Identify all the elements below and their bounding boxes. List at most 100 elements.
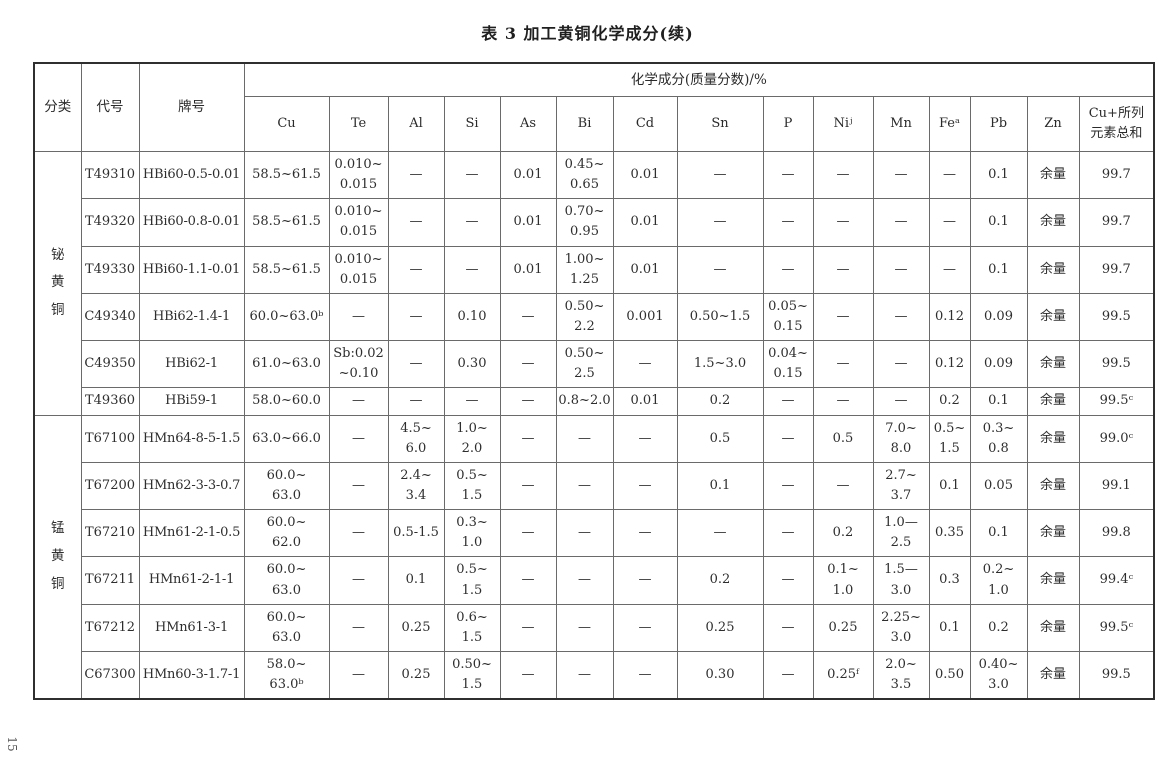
value-cell: 0.10 — [443, 292, 501, 342]
page-number: 15 — [5, 736, 19, 752]
value-cell: — — [555, 414, 614, 463]
table-row: 铋黄铜 T49310 HBi60-0.5-0.01 58.5~61.5 0.010~ 0… — [33, 150, 1155, 416]
value-cell: 0.50 — [928, 650, 971, 700]
value-cell: — — [812, 150, 874, 200]
value-cell: — — [676, 198, 764, 247]
value-cell: 58.0~60.0 — [243, 387, 330, 416]
code-cell: T67200 — [80, 461, 140, 511]
header-category: 分类 — [33, 62, 82, 152]
value-cell: 0.1 — [928, 461, 971, 511]
header-element-cu: Cu — [243, 96, 330, 152]
value-cell: 0.25 — [387, 603, 445, 652]
value-cell: 1.00~ 1.25 — [555, 245, 614, 294]
code-cell: T49330 — [80, 245, 140, 294]
value-cell: 0.010~ 0.015 — [328, 198, 389, 247]
value-cell: 0.010~ 0.015 — [328, 150, 389, 200]
grade-cell: HBi62-1 — [138, 340, 245, 389]
value-cell: 2.4~ 3.4 — [387, 461, 445, 511]
value-cell: 99.4ᶜ — [1078, 556, 1155, 605]
value-cell: 0.01 — [612, 198, 678, 247]
page-title: 表 3 加工黄铜化学成分(续) — [481, 24, 694, 43]
value-cell: — — [676, 150, 764, 200]
value-cell: 58.5~61.5 — [243, 150, 330, 200]
value-cell: — — [928, 150, 971, 200]
value-cell: — — [443, 387, 501, 416]
grade-cell: HBi60-0.5-0.01 — [138, 150, 245, 200]
value-cell: 0.1 — [969, 150, 1028, 200]
header-element-p: P — [762, 96, 814, 152]
value-cell: 0.1 — [969, 245, 1028, 294]
value-cell: 0.001 — [612, 292, 678, 342]
value-cell: 0.1 — [969, 509, 1028, 558]
value-cell: 0.25 — [812, 603, 874, 652]
table-row: T49330 HBi60-1.1-0.01 58.5~61.5 0.010~ 0.01… — [34, 245, 1155, 294]
value-cell: 0.010~ 0.015 — [328, 245, 389, 294]
code-cell: C67300 — [80, 650, 140, 700]
value-cell: 0.1 — [387, 556, 445, 605]
value-cell: — — [612, 509, 678, 558]
value-cell: 0.5 — [676, 414, 764, 463]
value-cell: 0.2~ 1.0 — [969, 556, 1028, 605]
value-cell: 余量 — [1026, 461, 1080, 511]
value-cell: — — [328, 414, 389, 463]
code-cell: C49350 — [80, 340, 140, 389]
header-element-cd: Cd — [612, 96, 678, 152]
value-cell: — — [612, 556, 678, 605]
value-cell: 余量 — [1026, 603, 1080, 652]
value-cell: — — [612, 461, 678, 511]
value-cell: — — [872, 387, 930, 416]
header-element-te: Te — [328, 96, 389, 152]
value-cell: 99.7 — [1078, 150, 1155, 200]
header-element-sn: Sn — [676, 96, 764, 152]
value-cell: 99.5 — [1078, 292, 1155, 342]
value-cell: 0.70~ 0.95 — [555, 198, 614, 247]
value-cell: — — [499, 387, 557, 416]
value-cell: 58.5~61.5 — [243, 198, 330, 247]
value-cell: — — [812, 245, 874, 294]
code-cell: T67100 — [80, 414, 140, 463]
grade-cell: HBi62-1.4-1 — [138, 292, 245, 342]
category-label: 锰黄铜 — [50, 520, 65, 592]
grade-cell: HMn62-3-3-0.7 — [138, 461, 245, 511]
value-cell: 0.8~2.0 — [555, 387, 614, 416]
value-cell: 60.0~63.0ᵇ — [243, 292, 330, 342]
value-cell: 0.50~ 1.5 — [443, 650, 501, 700]
value-cell: — — [387, 198, 445, 247]
value-cell: 99.8 — [1078, 509, 1155, 558]
value-cell: 0.2 — [969, 603, 1028, 652]
value-cell: — — [328, 650, 389, 700]
value-cell: — — [762, 198, 814, 247]
header-composition: 化学成分(质量分数)/% — [243, 62, 1155, 97]
value-cell: 4.5~ 6.0 — [387, 414, 445, 463]
category-cell: 锰黄铜 — [33, 414, 82, 700]
grade-cell: HBi60-1.1-0.01 — [138, 245, 245, 294]
value-cell: 60.0~ 63.0 — [243, 556, 330, 605]
value-cell: 0.50~1.5 — [676, 292, 764, 342]
value-cell: 0.1 — [676, 461, 764, 511]
value-cell: 61.0~63.0 — [243, 340, 330, 389]
value-cell: 0.1~ 1.0 — [812, 556, 874, 605]
code-cell: T49360 — [80, 387, 140, 416]
value-cell: 0.12 — [928, 340, 971, 389]
table-body: 铋黄铜 T49310 HBi60-0.5-0.01 58.5~61.5 0.010~ 0… — [33, 150, 1155, 700]
header-element-ni: Niʲ — [812, 96, 874, 152]
value-cell: — — [676, 509, 764, 558]
value-cell: 0.30 — [443, 340, 501, 389]
value-cell: 0.45~ 0.65 — [555, 150, 614, 200]
value-cell: — — [812, 387, 874, 416]
value-cell: — — [762, 461, 814, 511]
value-cell: 60.0~ 63.0 — [243, 461, 330, 511]
category-label: 铋黄铜 — [50, 246, 65, 319]
value-cell: 99.5 — [1078, 340, 1155, 389]
table-row: 锰黄铜 T67100 HMn64-8-5-1.5 63.0~66.0—4.5~ 6.0… — [33, 414, 1155, 700]
value-cell: — — [762, 556, 814, 605]
value-cell: — — [872, 150, 930, 200]
header-element-pb: Pb — [969, 96, 1028, 152]
value-cell: 0.01 — [612, 387, 678, 416]
value-cell: — — [762, 245, 814, 294]
value-cell: 0.01 — [499, 245, 557, 294]
value-cell: — — [812, 461, 874, 511]
value-cell: 1.5~3.0 — [676, 340, 764, 389]
grade-cell: HMn61-2-1-1 — [138, 556, 245, 605]
